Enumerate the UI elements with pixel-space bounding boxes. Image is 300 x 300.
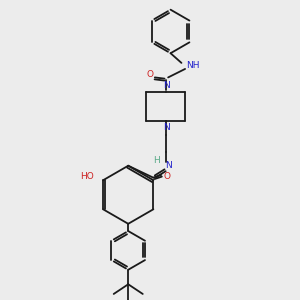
Text: NH: NH xyxy=(186,61,200,70)
Text: N: N xyxy=(164,81,170,90)
Text: O: O xyxy=(163,172,170,181)
Text: HO: HO xyxy=(80,172,94,181)
Text: O: O xyxy=(146,70,154,80)
Text: N: N xyxy=(164,122,170,131)
Text: N: N xyxy=(165,161,172,170)
Text: H: H xyxy=(153,156,159,165)
